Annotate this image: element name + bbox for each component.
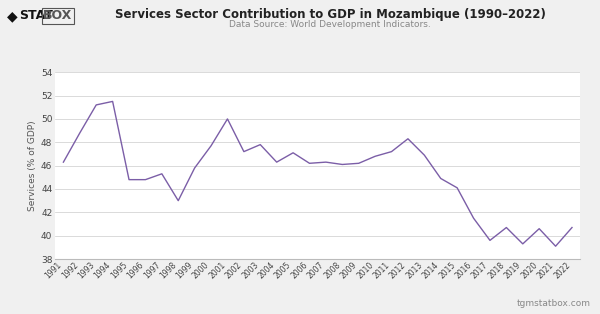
Text: tgmstatbox.com: tgmstatbox.com: [517, 299, 591, 308]
Text: BOX: BOX: [43, 9, 73, 22]
Text: Services Sector Contribution to GDP in Mozambique (1990–2022): Services Sector Contribution to GDP in M…: [115, 8, 545, 21]
Text: STAT: STAT: [19, 9, 53, 22]
Y-axis label: Services (% of GDP): Services (% of GDP): [28, 120, 37, 211]
Text: Data Source: World Development Indicators.: Data Source: World Development Indicator…: [229, 20, 431, 30]
Text: ◆: ◆: [7, 9, 18, 24]
